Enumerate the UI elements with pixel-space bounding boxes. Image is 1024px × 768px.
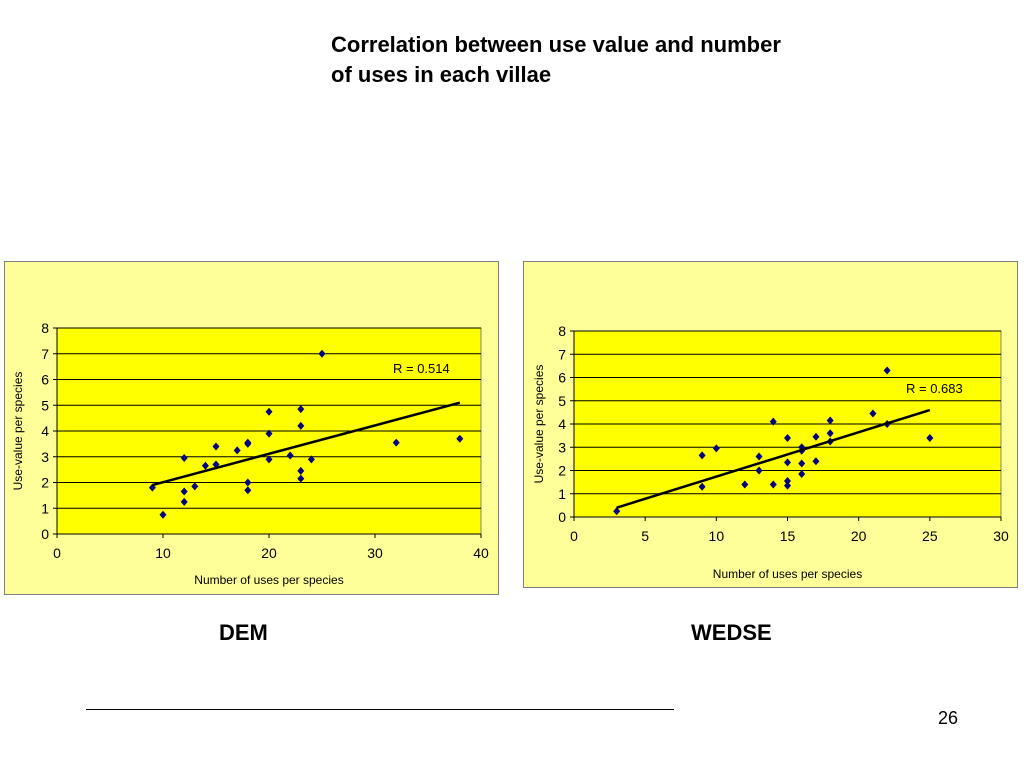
wedse-data-point [798,469,806,478]
dem-data-point [297,466,305,475]
wedse-y-tick-label: 8 [558,323,566,339]
dem-scatter-chart: 0 1 2 3 4 5 6 7 8 0 10 20 30 40 Number of uses per spe… [11,320,489,587]
dem-data-point [191,482,199,491]
slide-title-line-1: Correlation between use value and number [331,32,781,57]
wedse-data-point [926,433,934,442]
wedse-data-point [784,481,791,490]
wedse-data-point [712,444,720,453]
wedse-x-tick-label: 5 [641,528,649,544]
wedse-y-tick-label: 2 [558,463,566,479]
wedse-data-point [798,459,806,468]
dem-y-axis-title: Use-value per species [11,372,25,491]
wedse-x-tick-label: 0 [570,528,578,544]
wedse-x-tick-label: 10 [709,528,725,544]
slide-title: Correlation between use value and number… [331,30,891,90]
dem-data-point [297,474,305,483]
dem-trendline [152,401,461,487]
wedse-data-point [826,416,834,425]
wedse-y-tick-label: 4 [558,416,566,432]
wedse-y-tick-label: 1 [558,486,566,502]
wedse-data-point [883,366,891,375]
wedse-data-point [741,480,749,489]
wedse-y-axis-title: Use-value per species [532,365,546,484]
wedse-data-point [769,417,777,426]
wedse-y-tick-label: 6 [558,370,566,386]
wedse-scatter-chart: 0 1 2 3 4 5 6 7 8 0 5 10 15 20 25 30 Number of uses per … [532,323,1009,581]
dem-x-tick-label: 0 [53,545,61,561]
dem-y-tick-label: 0 [41,526,49,542]
dem-data-point [392,438,400,447]
dem-data-point [244,486,252,495]
wedse-x-tick-label: 30 [993,528,1009,544]
dem-caption: DEM [219,620,268,645]
wedse-y-tick-label: 7 [558,346,566,362]
footer-divider [86,709,674,710]
dem-data-point [265,429,273,438]
dem-data-point [159,510,167,519]
dem-data-point [456,434,464,443]
wedse-chart-panel: 0 1 2 3 4 5 6 7 8 0 5 10 15 20 25 30 Number of uses per … [523,261,1018,588]
dem-y-tick-label: 7 [41,346,49,362]
wedse-data-point [755,466,763,475]
wedse-caption: WEDSE [691,620,772,645]
dem-correlation-label: R = 0.514 [393,361,450,376]
wedse-data-point [784,433,791,442]
wedse-x-tick-label: 20 [851,528,867,544]
dem-y-tick-label: 1 [41,500,49,516]
dem-data-point [244,438,252,447]
wedse-data-point [769,480,777,489]
dem-x-tick-label: 10 [155,545,171,561]
dem-data-point [265,455,273,464]
slide-title-line-2: of uses in each villae [331,62,552,87]
dem-data-point [244,478,252,487]
wedse-data-point [784,458,791,467]
dem-y-tick-label: 8 [41,320,49,336]
dem-data-point [233,446,241,455]
dem-chart-panel: 0 1 2 3 4 5 6 7 8 0 10 20 30 40 Number of uses per spe… [4,261,499,595]
wedse-y-tick-label: 0 [558,509,566,525]
dem-x-axis-title: Number of uses per species [194,573,343,587]
wedse-trendline [616,408,931,509]
page-number: 26 [938,708,959,728]
dem-data-point [212,442,220,451]
wedse-y-tick-label: 5 [558,393,566,409]
wedse-data-point [869,409,877,418]
wedse-data-point [812,432,820,441]
dem-data-point [201,461,209,470]
dem-y-tick-label: 2 [41,475,49,491]
wedse-data-point [755,452,763,461]
dem-x-tick-label: 40 [473,545,489,561]
wedse-data-point [812,457,820,466]
wedse-y-tick-label: 3 [558,439,566,455]
dem-y-tick-label: 6 [41,372,49,388]
dem-x-tick-label: 30 [367,545,383,561]
dem-y-tick-label: 3 [41,449,49,465]
dem-data-point [286,451,294,460]
wedse-data-point [698,482,706,491]
dem-y-tick-label: 5 [41,397,49,413]
wedse-x-tick-label: 15 [780,528,796,544]
wedse-data-point [698,451,706,460]
dem-data-point [307,455,315,464]
dem-y-tick-label: 4 [41,423,49,439]
dem-data-point [180,454,188,463]
wedse-data-point [613,507,621,516]
dem-data-point [180,497,188,506]
wedse-data-point [784,476,791,485]
dem-data-point [318,349,326,358]
dem-data-point [180,487,188,496]
dem-data-point [297,421,305,430]
wedse-x-axis-title: Number of uses per species [713,567,862,581]
wedse-correlation-label: R = 0.683 [906,381,963,396]
wedse-data-point [826,429,834,438]
dem-x-tick-label: 20 [261,545,277,561]
dem-data-point [297,405,305,414]
wedse-x-tick-label: 25 [922,528,938,544]
dem-data-point [265,407,273,416]
